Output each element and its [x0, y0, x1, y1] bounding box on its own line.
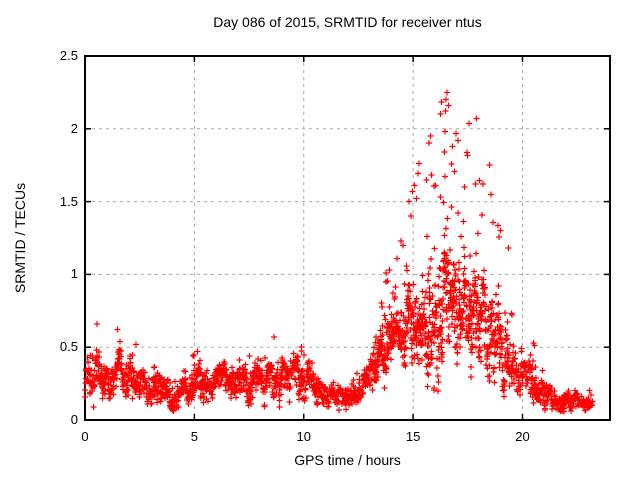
- chart-title: Day 086 of 2015, SRMTID for receiver ntu…: [213, 14, 482, 30]
- plot-border: [84, 55, 611, 421]
- grid-lines: [85, 56, 610, 420]
- y-tick-label-1: 0.5: [59, 339, 78, 355]
- x-tick-label-3: 15: [405, 429, 421, 444]
- scatter-series: [82, 89, 596, 415]
- y-axis-label: SRMTID / TECUs: [12, 182, 28, 294]
- y-tick-label-0: 0: [70, 412, 78, 427]
- axis-ticks: [84, 55, 610, 421]
- y-tick-label-3: 1.5: [59, 193, 78, 209]
- y-tick-label-2: 1: [70, 266, 78, 282]
- x-tick-label-2: 10: [296, 429, 311, 444]
- y-tick-label-5: 2.5: [59, 48, 78, 63]
- y-tick-label-4: 2: [70, 120, 78, 136]
- x-tick-label-0: 0: [81, 429, 89, 444]
- x-tick-label-4: 20: [515, 429, 530, 444]
- x-tick-label-1: 5: [190, 429, 198, 444]
- x-axis-label: GPS time / hours: [294, 452, 401, 468]
